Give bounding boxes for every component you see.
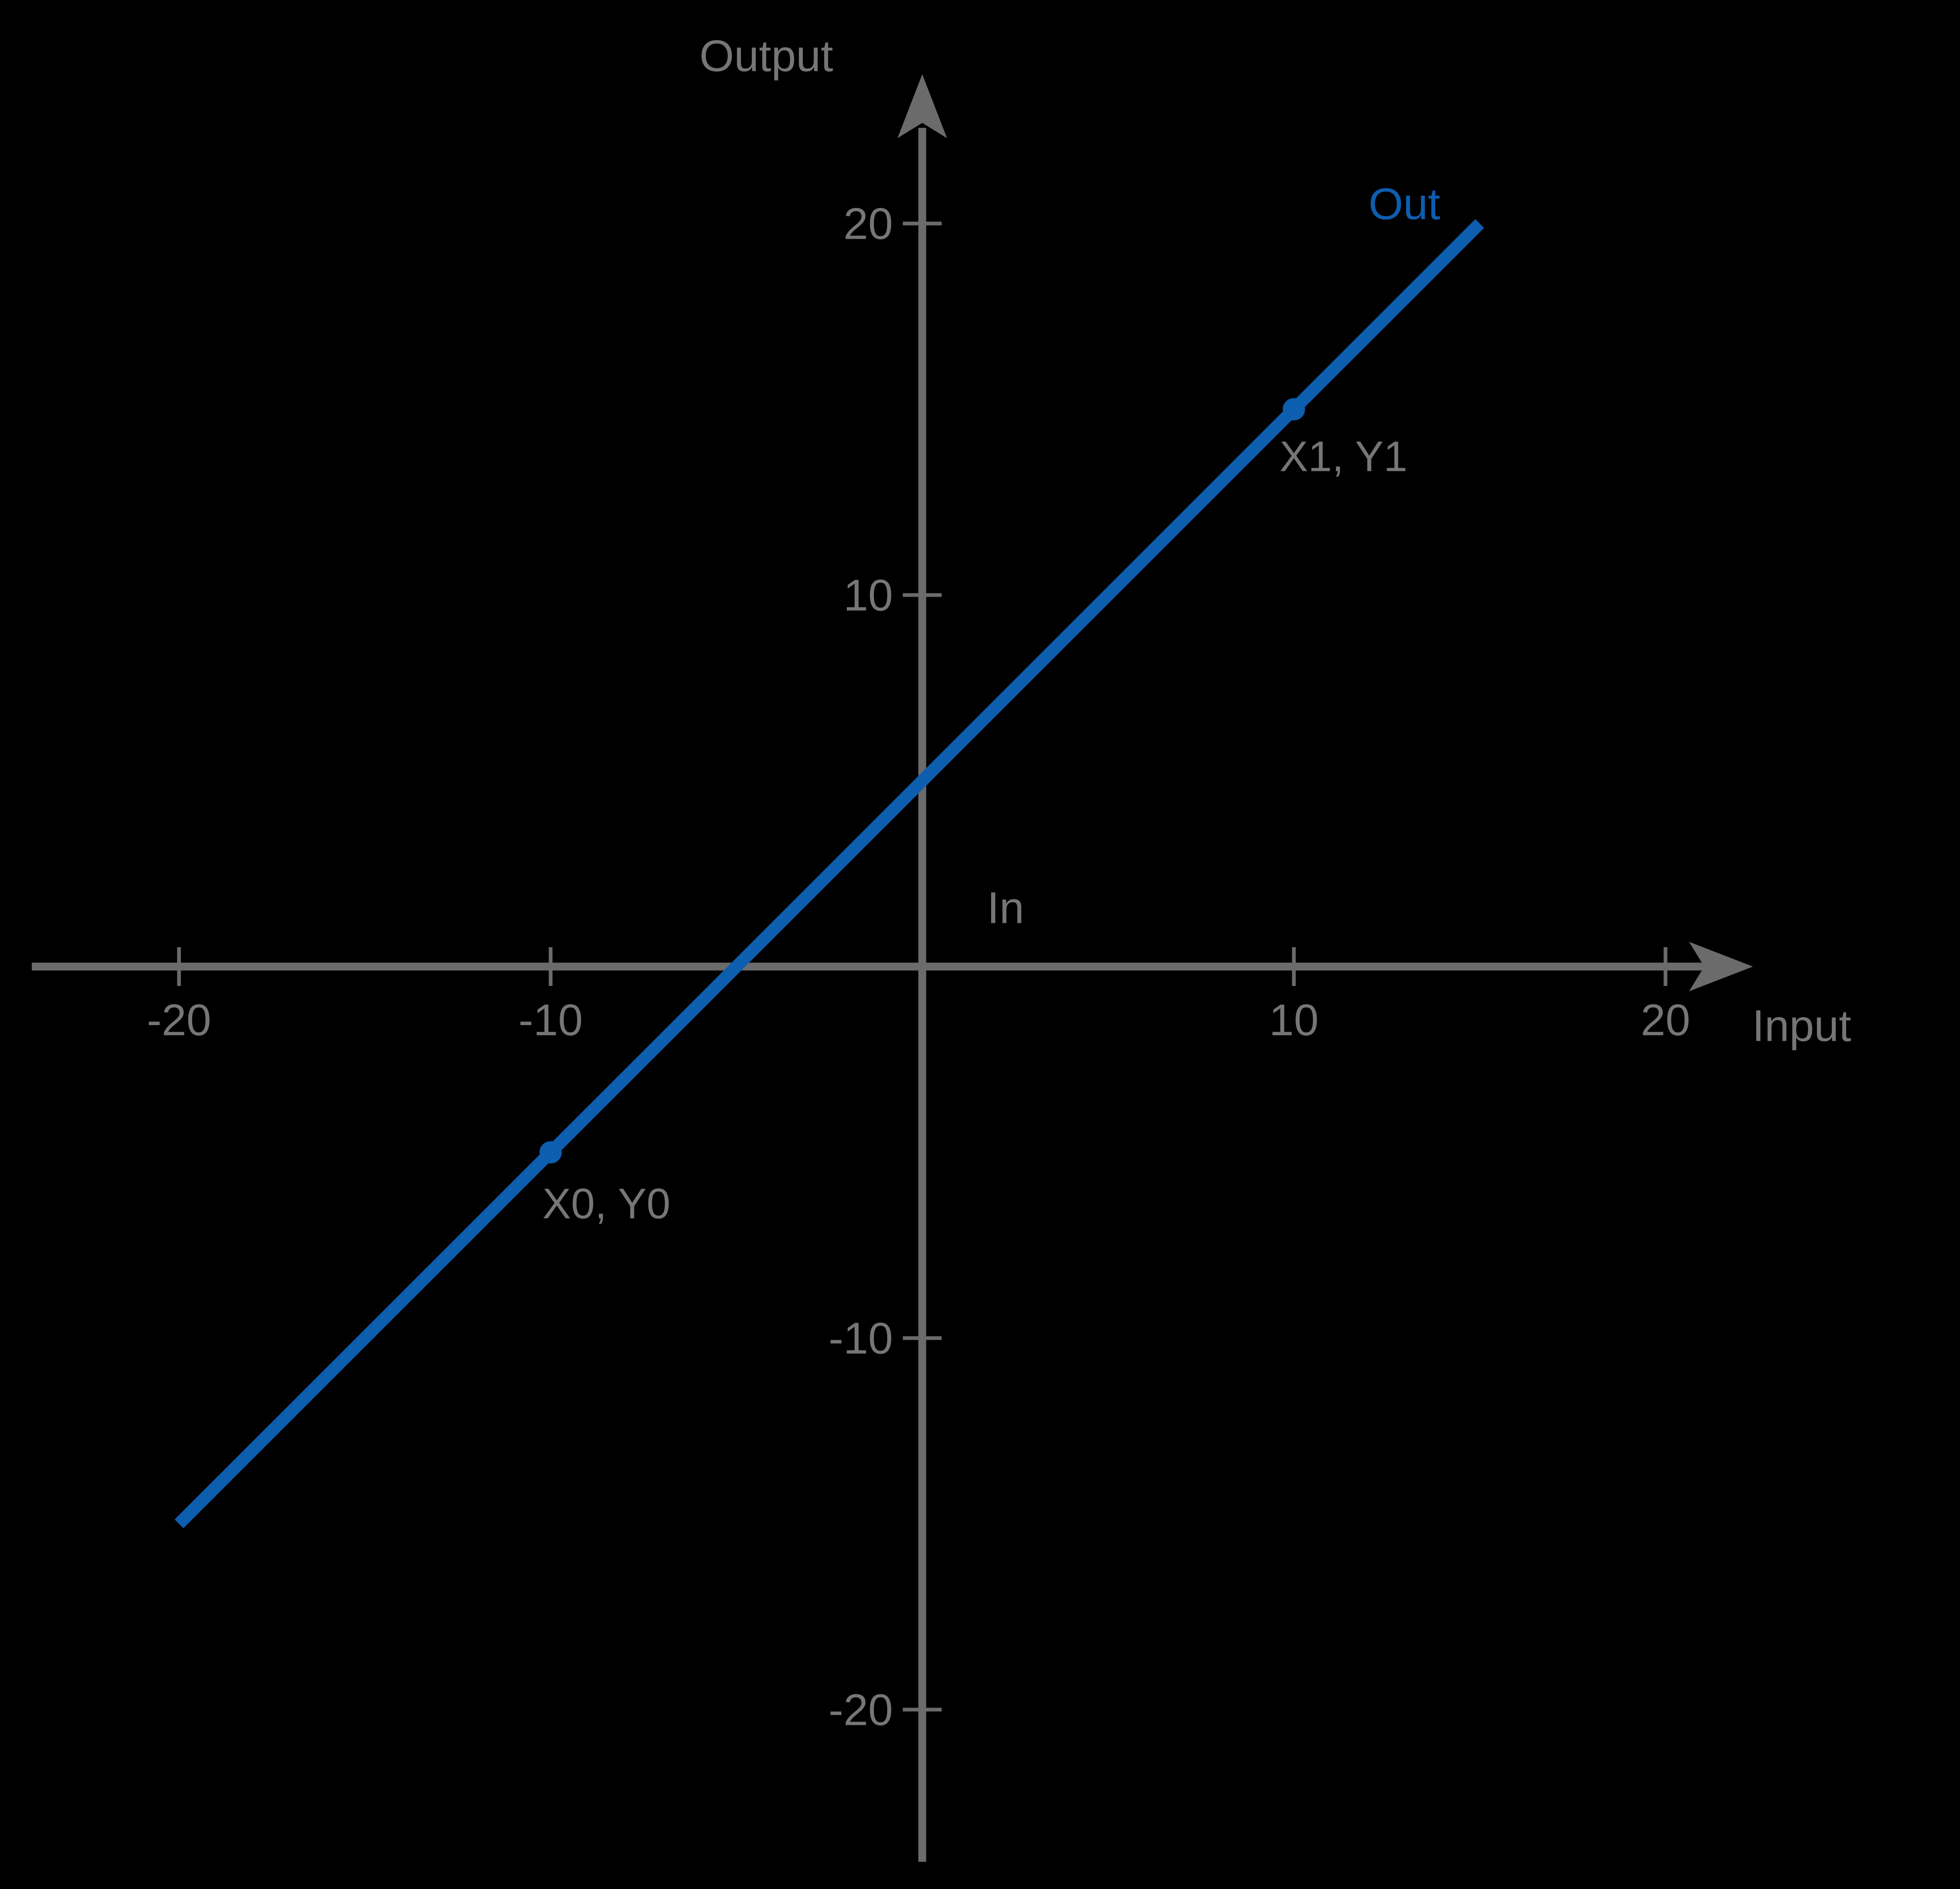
point-x1y1-marker <box>1283 398 1305 421</box>
x-axis-inline-label: In <box>987 883 1024 933</box>
x-axis-label: Input <box>1752 1001 1851 1051</box>
y-axis-label: Output <box>700 31 833 81</box>
x-tick-label-20: 20 <box>1641 995 1690 1045</box>
point-x0y0-marker <box>539 1141 562 1164</box>
point-x1y1-label: X1, Y1 <box>1279 433 1407 481</box>
y-tick-label--20: -20 <box>829 1685 893 1735</box>
out-series-line <box>174 219 1484 1529</box>
y-tick-label--10: -10 <box>829 1313 893 1363</box>
y-tick-label-10: 10 <box>843 570 893 620</box>
x-tick-label-10: 10 <box>1269 995 1319 1045</box>
x-axis-ticks: -20 -10 10 20 <box>147 947 1690 1045</box>
x-tick-label--10: -10 <box>518 995 583 1045</box>
y-axis-ticks: 20 10 -10 -20 <box>829 199 942 1735</box>
x-tick-label--20: -20 <box>147 995 211 1045</box>
point-x0y0-label: X0, Y0 <box>542 1180 670 1228</box>
y-tick-label-20: 20 <box>843 199 893 249</box>
y-axis-arrowhead-icon <box>898 74 947 138</box>
x-axis-arrowhead-icon <box>1689 942 1753 991</box>
out-series-label: Out <box>1369 179 1440 229</box>
